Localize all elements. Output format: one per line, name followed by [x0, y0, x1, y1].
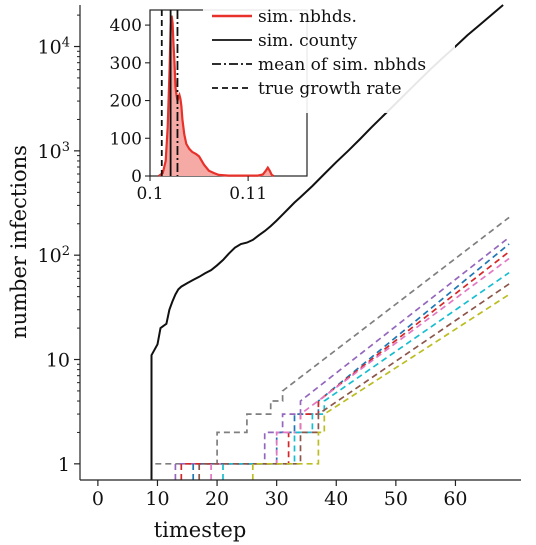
- inset-y-tick-label: 300: [110, 54, 142, 74]
- x-tick-label-20: 20: [205, 488, 229, 510]
- legend-label-2: sim. county: [258, 31, 358, 51]
- x-tick-label-10: 10: [145, 488, 169, 510]
- legend-label-3: mean of sim. nbhds: [258, 55, 426, 75]
- x-tick-label-40: 40: [324, 488, 348, 510]
- inset-y-tick-label: 200: [110, 92, 142, 112]
- y-tick-label-1: 1: [58, 454, 70, 476]
- nbhd-series-line-5: [210, 257, 510, 480]
- inset-y-tick-label: 0: [131, 167, 142, 187]
- inset-y-tick-label: 100: [110, 129, 142, 149]
- y-axis-title: number infections: [7, 145, 31, 339]
- y-tick-label-10: 10: [46, 350, 70, 372]
- y-tick-label-10000: 104: [38, 35, 70, 59]
- x-tick-label-30: 30: [265, 488, 289, 510]
- inset-y-tick-label: 400: [110, 16, 142, 36]
- x-tick-label-50: 50: [384, 488, 408, 510]
- legend-label-4: true growth rate: [258, 79, 402, 99]
- inset-x-tick-label: 0.11: [229, 184, 267, 204]
- nbhd-series-line-1: [150, 216, 510, 480]
- inset-density-line: [158, 15, 275, 177]
- legend-label-1: sim. nbhds.: [258, 7, 357, 27]
- x-axis-title: timestep: [154, 518, 247, 542]
- x-tick-label-60: 60: [443, 488, 467, 510]
- nbhd-series-line-8: [251, 293, 510, 480]
- x-tick-label-0: 0: [92, 488, 104, 510]
- legend: sim. nbhds. sim. county mean of sim. nbhds…: [203, 3, 455, 113]
- y-tick-label-100: 102: [38, 244, 70, 268]
- y-tick-label-1000: 103: [38, 139, 70, 163]
- inset-x-tick-label: 0.1: [136, 184, 163, 204]
- nbhd-series-line-7: [198, 283, 510, 480]
- legend-box: [203, 3, 455, 113]
